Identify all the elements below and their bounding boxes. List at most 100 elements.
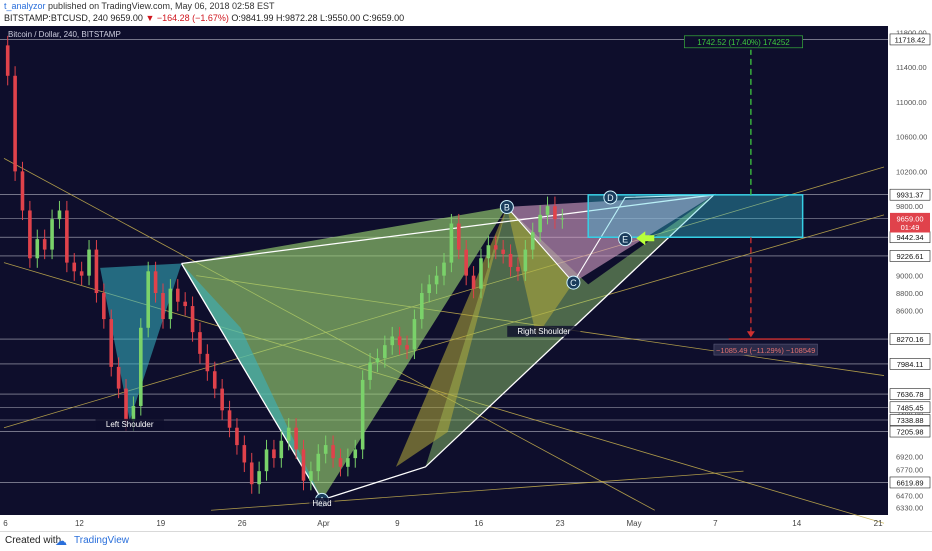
candle-body (212, 371, 217, 389)
projection-box (587, 194, 804, 238)
candle-body (420, 293, 424, 320)
cd-triangle (506, 194, 714, 283)
price-level-tag (889, 401, 931, 414)
cd-outline (506, 194, 714, 284)
price-tick-label: 9000.00 (896, 272, 923, 281)
candle-body (375, 358, 380, 363)
candle-body (116, 366, 121, 389)
candle-body (168, 288, 173, 320)
candle-body (153, 271, 158, 294)
pattern-label: Right Shoulder (517, 327, 570, 336)
pattern-label-bg (309, 497, 335, 509)
author-link[interactable]: t_analyzor (4, 1, 46, 11)
price-level-tag-label: 7205.98 (896, 428, 923, 437)
created-with-text: Created with (5, 535, 62, 546)
footer-bar: Created with ☁ TradingView (0, 531, 932, 551)
candle-body (72, 262, 77, 272)
pattern-label: Left Shoulder (106, 420, 154, 429)
candle-body (530, 232, 535, 250)
bcd-triangle (425, 194, 714, 467)
candle-body (316, 453, 321, 472)
time-axis-panel (0, 515, 932, 531)
candle-body (464, 249, 468, 276)
last-price: 9659.00 (110, 13, 143, 23)
high-value: H:9872.28 (275, 13, 318, 23)
candle-body (50, 219, 54, 250)
price-tick-label: 8600.00 (896, 306, 923, 315)
time-tick-label: 21 (874, 519, 883, 528)
candle-body (449, 223, 454, 263)
candle-body (20, 171, 25, 211)
price-tick-label: 10600.00 (896, 133, 927, 142)
candle-body (323, 445, 328, 454)
price-tick-label: 11400.00 (896, 63, 927, 72)
price-level-tag-label: 7636.78 (896, 390, 923, 399)
candle-body (109, 319, 114, 367)
price-change: ▼ −164.28 (−1.67%) (145, 13, 229, 23)
symbol-label: BITSTAMP:BTCUSD, 240 (4, 13, 108, 23)
candle-body (5, 45, 10, 76)
price-tick-label: 6770.00 (896, 465, 923, 474)
candle-body (205, 353, 210, 372)
candle-body (434, 275, 439, 285)
candle-body (87, 249, 91, 276)
pattern-label-bg (507, 325, 581, 337)
candle-body (65, 210, 69, 263)
price-level-tag-label: 9931.37 (896, 191, 923, 200)
candle-body (242, 445, 247, 463)
down-target-arrow (746, 331, 755, 338)
xab-triangle (181, 207, 507, 500)
candle-body (35, 239, 40, 259)
candle-body (94, 249, 99, 294)
price-tick-label: 11000.00 (896, 98, 927, 107)
candle-body (479, 258, 483, 289)
time-tick-label: 26 (238, 519, 247, 528)
time-tick-label: 9 (395, 519, 400, 528)
candle-body (456, 223, 461, 250)
time-tick-label: Apr (317, 519, 330, 528)
candle-body (368, 362, 372, 380)
time-tick-label: 16 (474, 519, 483, 528)
pattern-point-b (499, 200, 514, 215)
price-level-tag-label: 6619.89 (896, 478, 923, 487)
price-level-tag (889, 414, 931, 426)
up-target-label: 1742.52 (17.40%) 174252 (697, 38, 790, 47)
candle-body (360, 379, 365, 450)
candle-body (383, 345, 387, 359)
candle-body (346, 458, 350, 467)
price-tick-label: 9800.00 (896, 202, 923, 211)
price-level-tag-label: 9659.00 (896, 214, 923, 223)
candle-body (183, 301, 187, 307)
arrow-icon (636, 231, 655, 246)
price-level-tag-label: 9442.34 (896, 233, 923, 242)
publication-header: t_analyzor published on TradingView.com,… (0, 0, 932, 26)
candle-body (390, 336, 395, 346)
right-shoulder-triangle (506, 207, 574, 337)
open-value: O:9841.99 (231, 13, 274, 23)
price-level-tag-label: 11718.42 (895, 35, 926, 44)
time-tick-label: May (626, 519, 641, 528)
price-tick-label: 11800.00 (896, 28, 927, 37)
price-level-tag (889, 358, 931, 370)
trendline (358, 214, 885, 368)
candle-body (412, 319, 417, 350)
price-chart[interactable]: Bitcoin / Dollar, 240, BITSTAMP 1742.52 … (0, 26, 932, 531)
candle-body (501, 249, 505, 254)
candle-body (538, 214, 542, 233)
down-target-box (713, 343, 818, 356)
candle-body (516, 266, 520, 272)
low-value: L:9550.00 (320, 13, 361, 23)
candle-body (523, 249, 528, 272)
candle-body (427, 284, 432, 294)
candle-body (124, 388, 128, 421)
candle-body (560, 218, 565, 220)
cloud-icon: ☁ (55, 534, 67, 548)
price-level-tag-label: 7485.45 (896, 403, 923, 412)
candle-body (405, 345, 409, 350)
tradingview-link[interactable]: TradingView (74, 535, 130, 546)
candle-body (198, 332, 202, 354)
candle-body (294, 427, 298, 450)
published-text: published on TradingView.com, May 06, 20… (48, 1, 275, 11)
trendline (211, 470, 744, 511)
up-target-box (684, 35, 803, 49)
